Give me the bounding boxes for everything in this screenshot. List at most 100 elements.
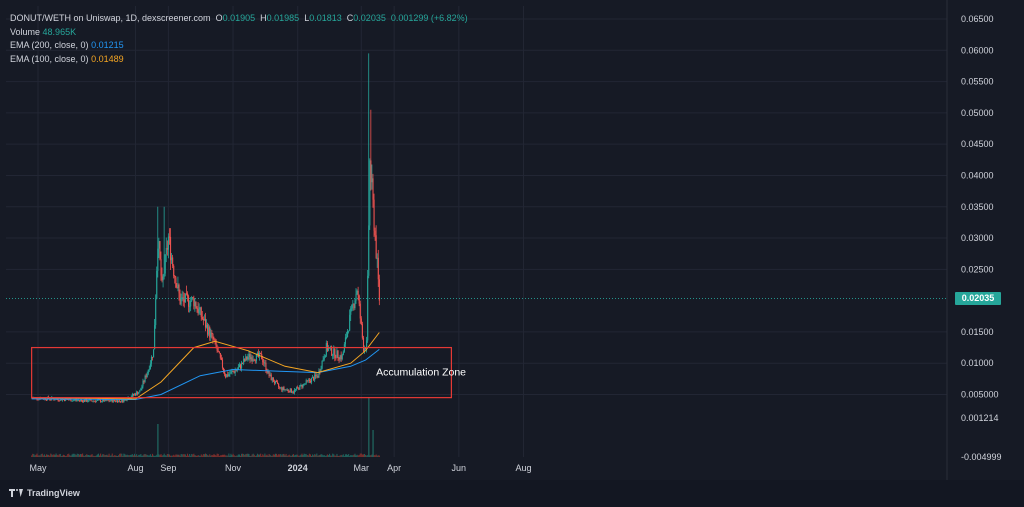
volume-bar <box>195 455 197 457</box>
volume-bar <box>82 453 84 457</box>
volume-bar <box>188 455 190 457</box>
volume-bar <box>360 453 362 457</box>
x-tick-label: Mar <box>354 463 370 473</box>
volume-bar <box>194 455 196 457</box>
candle-body <box>352 303 354 305</box>
change-value: 0.001299 (+6.82%) <box>390 13 468 23</box>
volume-bar <box>241 453 243 457</box>
volume-bars <box>31 397 380 457</box>
y-tick-label: 0.03000 <box>961 233 994 243</box>
volume-bar <box>260 453 262 457</box>
volume-bar <box>124 454 126 457</box>
volume-bar <box>43 454 45 457</box>
volume-bar <box>356 454 358 457</box>
candle-body <box>284 389 286 391</box>
candle-body <box>237 367 239 370</box>
candle-body <box>313 377 315 381</box>
candle-body <box>286 389 288 391</box>
volume-bar <box>267 455 269 457</box>
candle-body <box>223 367 225 371</box>
candle-body <box>207 324 209 335</box>
candle-body <box>268 370 270 377</box>
candle-body <box>318 370 320 378</box>
candle-body <box>320 368 322 372</box>
volume-spike <box>372 430 374 457</box>
volume-bar <box>111 453 113 457</box>
volume-bar <box>72 453 74 457</box>
candle-body <box>297 387 299 389</box>
candle-body <box>247 357 249 360</box>
candle-body <box>201 317 203 320</box>
candle-body <box>234 370 236 373</box>
ema200-value: 0.01215 <box>91 40 124 50</box>
volume-bar <box>103 454 105 457</box>
last-price-badge: 0.02035 <box>955 291 1001 305</box>
volume-bar <box>71 454 73 457</box>
volume-bar <box>93 455 95 457</box>
volume-bar <box>369 455 371 457</box>
candle-body <box>151 356 154 358</box>
volume-bar <box>55 453 57 457</box>
volume-bar <box>317 455 319 457</box>
volume-bar <box>127 455 129 457</box>
volume-bar <box>284 455 286 457</box>
volume-bar <box>56 454 58 457</box>
volume-bar <box>278 454 280 457</box>
volume-bar <box>303 453 305 457</box>
tradingview-logo[interactable]: TradingView <box>9 488 80 498</box>
volume-bar <box>86 454 88 457</box>
volume-bar <box>165 455 167 457</box>
candle-body <box>302 384 304 388</box>
volume-bar <box>257 454 260 457</box>
candle-body <box>91 400 93 402</box>
volume-bar <box>186 453 189 457</box>
volume-bar <box>217 453 219 457</box>
volume-bar <box>174 455 176 457</box>
volume-bar <box>308 453 310 457</box>
volume-bar <box>141 455 143 457</box>
candle-body <box>117 400 119 403</box>
volume-bar <box>354 453 356 457</box>
volume-bar <box>64 455 66 457</box>
candle-body <box>154 325 156 350</box>
candle-body <box>354 300 356 308</box>
candle-body <box>98 399 101 401</box>
price-axis[interactable]: 0.06500 0.06000 0.05500 0.05000 0.04500 0.040… <box>961 14 1002 462</box>
y-tick-label: 0.04000 <box>961 170 994 180</box>
candle-body <box>77 400 79 401</box>
volume-bar <box>357 455 359 457</box>
volume-bar <box>271 455 273 457</box>
low-label: L <box>304 13 310 23</box>
volume-bar <box>39 455 41 457</box>
time-axis[interactable]: May Aug Sep Nov 2024 Mar Apr Jun Aug <box>29 463 531 473</box>
y-tick-label: 0.03500 <box>961 202 994 212</box>
volume-bar <box>48 454 50 457</box>
volume-bar <box>92 455 94 457</box>
volume-bar <box>35 454 37 457</box>
candle-body <box>373 199 375 231</box>
volume-bar <box>294 455 296 457</box>
volume-bar <box>65 455 67 457</box>
legend-volume-row: Volume 48.965K <box>10 26 468 40</box>
ema200-label: EMA (200, close, 0) <box>10 40 89 50</box>
volume-bar <box>150 455 153 457</box>
volume-bar <box>285 453 287 457</box>
candle-body <box>279 386 281 388</box>
volume-bar <box>204 453 207 457</box>
footer-bar <box>0 480 1024 507</box>
chart-legend: DONUT/WETH on Uniswap, 1D, dexscreener.c… <box>10 12 468 66</box>
candle-body <box>90 399 92 401</box>
volume-bar <box>41 453 43 457</box>
volume-bar <box>352 455 354 457</box>
volume-bar <box>34 455 36 457</box>
volume-bar <box>307 455 309 457</box>
volume-bar <box>300 454 302 457</box>
candle-body <box>139 390 141 393</box>
volume-bar <box>90 454 92 457</box>
volume-bar <box>104 455 106 457</box>
volume-bar <box>295 454 297 457</box>
volume-bar <box>206 454 208 457</box>
volume-bar <box>262 454 264 457</box>
volume-bar <box>182 454 184 457</box>
